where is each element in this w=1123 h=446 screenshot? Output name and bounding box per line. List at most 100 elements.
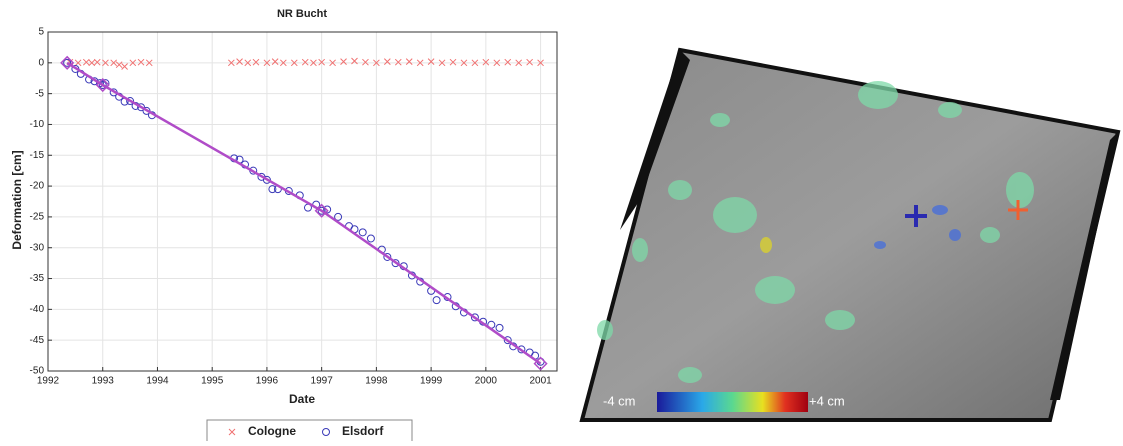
y-tick-label: -30 <box>30 242 45 253</box>
x-tick-label: 1997 <box>311 376 334 387</box>
point <box>268 185 277 194</box>
point <box>383 58 391 65</box>
map-edge <box>620 50 690 230</box>
y-tick-label: -25 <box>30 212 45 223</box>
point <box>533 356 548 371</box>
point <box>74 59 82 67</box>
chart-title: NR Bucht <box>277 8 327 20</box>
point <box>438 59 446 67</box>
deformation-patch <box>760 237 772 253</box>
legend-marker <box>228 428 236 436</box>
point <box>517 345 526 354</box>
y-tick-label: -5 <box>35 88 44 99</box>
colorbar-max-label: +4 cm <box>809 393 845 408</box>
point <box>366 234 375 243</box>
point <box>482 58 490 66</box>
colorbar <box>657 392 808 412</box>
legend-marker <box>322 428 330 436</box>
point <box>373 59 380 67</box>
point <box>504 58 512 66</box>
point <box>515 59 523 67</box>
point <box>88 59 96 67</box>
sar-map: -4 cm +4 cm <box>579 47 1121 422</box>
point <box>362 58 369 66</box>
point <box>394 58 402 66</box>
point <box>495 323 504 332</box>
point <box>317 206 326 215</box>
x-tick-label: 2000 <box>475 376 498 387</box>
point <box>121 63 128 70</box>
x-tick-label: 1998 <box>365 376 388 387</box>
point <box>126 97 135 106</box>
point <box>471 59 479 67</box>
point <box>432 296 441 305</box>
point <box>391 259 400 268</box>
y-tick-label: -40 <box>30 304 45 315</box>
point <box>301 58 309 66</box>
y-axis-label: Deformation [cm] <box>10 150 24 249</box>
point <box>145 59 153 67</box>
subsidence-patches <box>874 205 961 249</box>
point <box>60 55 75 70</box>
point <box>314 203 329 218</box>
point <box>405 58 413 65</box>
point <box>129 59 137 67</box>
point <box>323 205 332 214</box>
point <box>102 59 109 67</box>
x-tick-label: 2001 <box>529 376 552 387</box>
y-tick-label: -10 <box>30 119 45 130</box>
x-tick-label: 1996 <box>256 376 279 387</box>
point <box>63 58 72 67</box>
point <box>279 59 287 67</box>
map-edge <box>1050 132 1118 400</box>
point <box>290 59 298 67</box>
x-tick-label: 1992 <box>37 376 60 387</box>
x-tick-label: 1995 <box>201 376 224 387</box>
y-tick-label: 5 <box>38 27 44 38</box>
point <box>310 59 317 67</box>
point <box>526 58 533 66</box>
y-tick-label: -45 <box>30 335 45 346</box>
point <box>82 58 90 66</box>
point <box>503 336 512 345</box>
y-tick-label: -20 <box>30 181 45 192</box>
cologne-cross <box>1008 200 1028 220</box>
y-tick-label: -15 <box>30 150 45 161</box>
point <box>358 228 367 237</box>
point <box>93 58 101 66</box>
point <box>115 61 123 69</box>
point <box>244 59 252 67</box>
point <box>110 59 118 67</box>
legend-label: Elsdorf <box>342 424 384 438</box>
point <box>340 58 347 65</box>
point <box>318 58 326 66</box>
point <box>416 59 424 67</box>
point <box>427 58 435 65</box>
point <box>537 59 544 67</box>
y-tick-label: -35 <box>30 273 45 284</box>
point <box>263 59 271 67</box>
point <box>95 77 110 93</box>
point <box>271 58 279 65</box>
point <box>236 58 243 65</box>
colorbar-min-label: -4 cm <box>603 393 636 408</box>
map-image <box>579 47 1121 422</box>
trend-line <box>66 61 542 365</box>
point <box>334 212 343 221</box>
point <box>383 252 392 261</box>
point <box>329 59 336 67</box>
x-tick-label: 1999 <box>420 376 443 387</box>
point <box>470 313 479 322</box>
point <box>351 57 358 65</box>
deformation-patches <box>597 81 1034 383</box>
x-tick-label: 1994 <box>146 376 169 387</box>
point <box>137 58 145 66</box>
point <box>227 59 235 67</box>
y-tick-label: -50 <box>30 366 45 377</box>
point <box>449 58 457 66</box>
point <box>460 59 468 67</box>
x-tick-label: 1993 <box>92 376 115 387</box>
point <box>493 59 501 67</box>
